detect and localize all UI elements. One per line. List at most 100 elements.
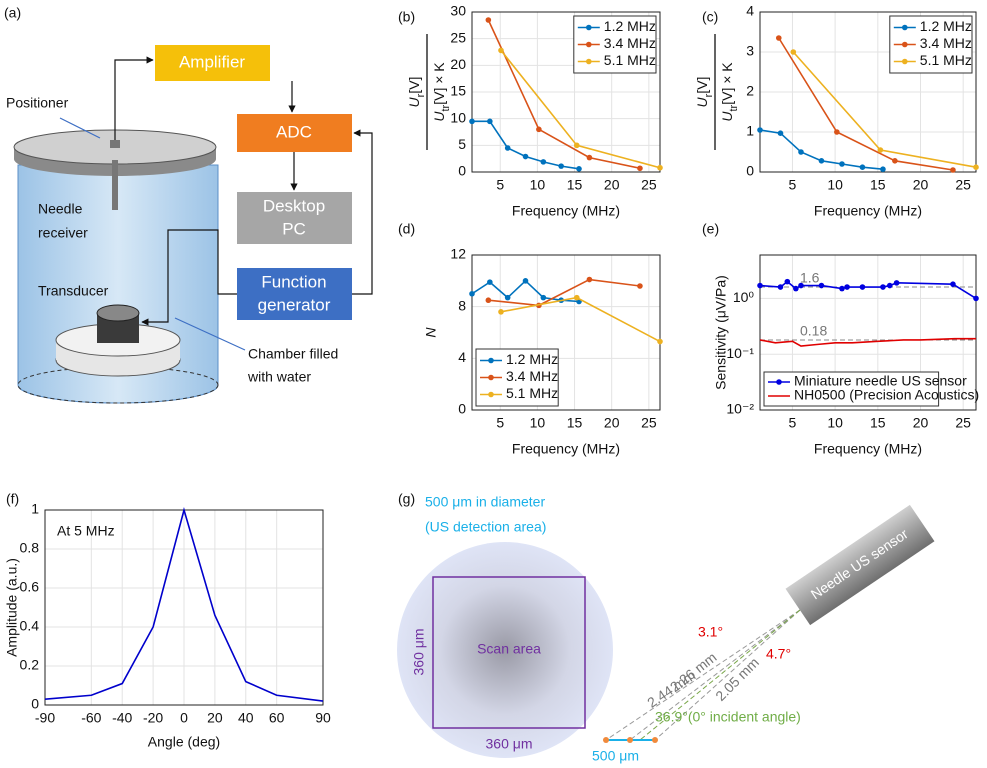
y-tick-label: 0 (31, 696, 39, 712)
y-label-part: Ur[V] (694, 77, 715, 108)
panel-label: (f) (6, 491, 19, 507)
legend-marker (902, 58, 908, 65)
y-tick-label: 0 (458, 401, 466, 417)
data-point (839, 285, 845, 292)
data-point (973, 295, 979, 302)
data-point (859, 284, 866, 290)
legend-marker (488, 374, 494, 381)
x-tick-label: -40 (112, 710, 132, 726)
data-point (950, 281, 956, 287)
data-point (487, 279, 493, 285)
data-point (777, 284, 784, 290)
amplifier-label: Amplifier (179, 52, 245, 71)
data-point (775, 35, 782, 41)
data-point (498, 47, 504, 54)
generator-label: Function (261, 272, 326, 291)
data-point (892, 158, 898, 164)
legend-label: 1.2 MHz (604, 18, 656, 34)
angle-label: 4.7° (766, 646, 791, 662)
y-label-numerator: [V] (406, 77, 422, 94)
generator-box (237, 268, 352, 320)
x-tick-label: 5 (789, 415, 797, 431)
y-tick-label: 0 (458, 163, 466, 179)
x-tick-label: -60 (81, 710, 101, 726)
y-tick-label: 1 (31, 501, 39, 517)
data-point (790, 49, 797, 55)
chart-panel: (f) -90 -60 -40 -20 0 20 40 60 90 0 0.2 0.4 0.6 0.8 1 An… (4, 491, 331, 750)
series-line (488, 278, 641, 307)
y-label-numerator: U (406, 96, 422, 107)
x-tick-label: -90 (35, 710, 55, 726)
aperture-label: 500 μm (592, 748, 639, 764)
aperture-point (627, 737, 633, 743)
y-tick-label: 20 (450, 56, 466, 72)
series-line (487, 19, 641, 170)
legend-marker (902, 24, 908, 31)
data-point (844, 284, 850, 290)
beam-lines (605, 609, 801, 741)
legend-marker (586, 41, 592, 48)
legend-marker (902, 41, 908, 48)
y-tick-label: 10⁻² (726, 401, 754, 417)
legend-label: 3.4 MHz (920, 35, 972, 51)
y-tick-label: 0.6 (20, 579, 40, 595)
x-axis-label: Frequency (MHz) (512, 441, 620, 457)
panel-a: (a) Amplifier ADC Desktop PC Function ge… (4, 5, 373, 404)
scan-area-label: Scan area (477, 641, 541, 657)
legend-label: 5.1 MHz (920, 52, 972, 68)
x-tick-label: 20 (604, 415, 620, 431)
panel-g: (g) 500 μm in diameter (US detection are… (397, 491, 935, 764)
transducer-top (96, 304, 140, 322)
y-label-numerator: r (415, 93, 427, 97)
data-point (893, 280, 900, 286)
x-tick-label: 5 (496, 415, 504, 431)
y-tick-label: 0 (746, 163, 754, 179)
panel-label: (a) (4, 5, 21, 21)
data-point (540, 159, 547, 165)
y-tick-label: 30 (450, 3, 466, 19)
legend-label: 3.4 MHz (604, 35, 656, 51)
legend-label: Miniature needle US sensor (794, 373, 967, 389)
data-point (657, 338, 663, 345)
legend-marker (488, 357, 494, 364)
data-point (485, 297, 492, 304)
x-axis-label: Angle (deg) (148, 734, 220, 750)
legend-label: 1.2 MHz (920, 18, 972, 34)
data-point (522, 153, 529, 160)
scan-width-label: 360 μm (486, 736, 533, 752)
data-point (834, 129, 840, 135)
chamber-label: Chamber filled (248, 346, 338, 362)
data-point (536, 126, 542, 133)
detection-label: 500 μm in diameter (425, 494, 545, 510)
legend-label: NH0500 (Precision Acoustics) (794, 387, 979, 403)
axes-frame (759, 11, 977, 173)
legend-box (763, 371, 940, 407)
transducer-label: Transducer (38, 283, 109, 299)
y-tick-label: 10 (450, 109, 466, 125)
data-point (798, 282, 804, 289)
y-label-denominator: U (719, 111, 735, 122)
data-point (859, 164, 866, 170)
data-point (469, 118, 475, 125)
tank-bottom (17, 366, 219, 404)
data-point (757, 127, 763, 133)
x-tick-label: 5 (496, 177, 504, 193)
data-point (469, 290, 475, 297)
data-point (757, 282, 763, 289)
x-tick-label: 5 (789, 177, 797, 193)
data-point (973, 164, 979, 170)
x-tick-label: 10 (827, 177, 843, 193)
legend-label: 5.1 MHz (604, 52, 656, 68)
legend-label: 1.2 MHz (506, 351, 558, 367)
legend-label: 3.4 MHz (506, 368, 558, 384)
x-tick-label: 25 (641, 415, 657, 431)
scan-height-label: 360 μm (411, 629, 427, 676)
legend-label: 5.1 MHz (506, 385, 558, 401)
detection-area (397, 542, 613, 758)
x-tick-label: 25 (955, 177, 971, 193)
generator-label: generator (258, 295, 331, 314)
x-tick-label: 25 (955, 415, 971, 431)
data-point (485, 17, 492, 23)
data-point (540, 294, 547, 301)
y-axis-label: Amplitude (a.u.) (4, 558, 20, 657)
